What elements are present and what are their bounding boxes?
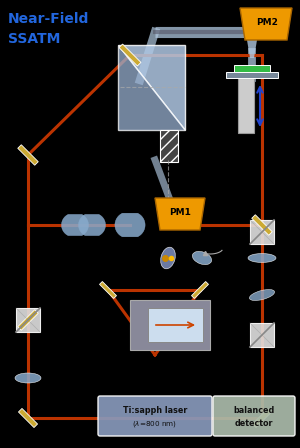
Text: SSATM: SSATM	[8, 32, 60, 46]
FancyBboxPatch shape	[213, 396, 295, 436]
Bar	[160, 130, 178, 162]
Bar	[250, 220, 274, 244]
Text: detector: detector	[235, 419, 273, 428]
Polygon shape	[252, 215, 272, 235]
Ellipse shape	[192, 251, 212, 265]
Polygon shape	[118, 45, 185, 130]
FancyBboxPatch shape	[98, 396, 212, 436]
Polygon shape	[240, 8, 292, 40]
Polygon shape	[155, 198, 205, 230]
Polygon shape	[79, 215, 106, 236]
Text: Near-Field: Near-Field	[8, 12, 89, 26]
Polygon shape	[61, 215, 88, 236]
Polygon shape	[100, 281, 116, 298]
Polygon shape	[118, 45, 185, 130]
Text: Ti:sapph laser: Ti:sapph laser	[123, 406, 187, 415]
Bar	[130, 300, 210, 350]
Polygon shape	[247, 40, 257, 58]
Bar	[148, 308, 203, 342]
Bar	[250, 323, 274, 347]
Bar	[226, 72, 278, 78]
Ellipse shape	[249, 289, 274, 301]
Bar	[238, 78, 254, 133]
Bar	[234, 65, 270, 72]
Text: PM2: PM2	[256, 17, 278, 26]
Polygon shape	[18, 145, 38, 165]
Ellipse shape	[161, 247, 175, 269]
Polygon shape	[253, 409, 272, 427]
Text: balanced: balanced	[233, 406, 274, 415]
Polygon shape	[191, 281, 208, 298]
Polygon shape	[19, 409, 38, 427]
Ellipse shape	[15, 373, 41, 383]
Polygon shape	[115, 213, 145, 237]
Polygon shape	[18, 310, 38, 330]
Ellipse shape	[248, 254, 276, 263]
Text: PM1: PM1	[169, 207, 191, 216]
Polygon shape	[119, 44, 141, 66]
Text: ($\lambda$=800 nm): ($\lambda$=800 nm)	[132, 419, 178, 429]
Bar	[16, 308, 40, 332]
